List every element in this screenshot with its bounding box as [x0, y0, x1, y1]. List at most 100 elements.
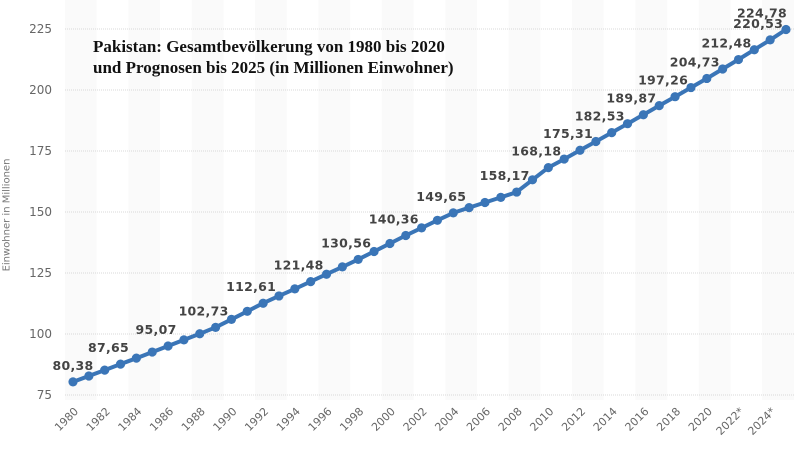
x-tick-label: 2008: [496, 405, 525, 434]
x-tick-label: 2004: [432, 405, 461, 434]
data-label: 130,56: [321, 235, 371, 250]
data-label: 189,87: [606, 91, 656, 106]
column-band: [445, 0, 477, 400]
x-tick-label: 1996: [306, 405, 335, 434]
x-tick-label: 2006: [464, 405, 493, 434]
data-point: [179, 335, 189, 345]
data-label: 220,53: [733, 16, 783, 31]
column-band: [255, 0, 287, 400]
data-label: 168,18: [511, 144, 561, 159]
column-band: [128, 0, 161, 400]
data-label: 212,48: [701, 36, 751, 51]
data-point: [226, 314, 237, 324]
x-tick-label: 2014: [591, 405, 620, 434]
x-tick-label: 2020: [686, 405, 715, 434]
column-band: [381, 0, 414, 400]
data-label: 197,26: [638, 73, 688, 88]
y-tick-label: 100: [29, 327, 52, 341]
data-point: [638, 110, 649, 120]
data-point: [496, 192, 506, 202]
data-point: [211, 322, 221, 332]
data-point: [781, 24, 791, 35]
gridlines: [65, 28, 795, 396]
y-axis-label: Einwohner in Millionen: [1, 158, 13, 272]
x-tick-label: 1986: [147, 405, 176, 434]
data-point: [765, 35, 775, 45]
y-tick-label: 75: [37, 388, 52, 402]
y-tick-label: 150: [29, 205, 52, 219]
data-point: [607, 128, 617, 138]
x-tick-label: 1994: [274, 405, 303, 434]
x-tick-label: 2010: [527, 405, 556, 434]
x-tick-label: 1990: [211, 405, 240, 434]
x-tick-label: 1988: [179, 405, 208, 434]
data-label: 158,17: [480, 168, 530, 183]
x-tick-label: 2000: [369, 405, 398, 434]
data-label: 182,53: [575, 109, 625, 124]
x-axis-ticks: 1980 1982 1984 1986 1988 1990 1992 1994 1996 1998…: [52, 405, 778, 438]
y-tick-label: 175: [29, 144, 52, 158]
x-tick-label: 2024*: [745, 405, 778, 438]
data-point: [527, 175, 538, 185]
data-label: 121,48: [274, 258, 324, 273]
data-point: [369, 246, 379, 257]
x-tick-label: 2022*: [714, 405, 747, 438]
y-axis-ticks: 75 100 125 150 175 200 225: [29, 22, 52, 402]
data-label: 102,73: [179, 303, 229, 318]
x-tick-label: 1992: [242, 405, 271, 434]
data-point: [131, 353, 141, 363]
data-point: [290, 284, 300, 294]
x-tick-label: 2018: [654, 405, 683, 434]
data-point: [432, 215, 443, 225]
x-tick-label: 1984: [116, 405, 145, 434]
data-point: [242, 306, 252, 316]
data-point: [337, 262, 347, 272]
x-tick-label: 2012: [559, 405, 588, 434]
data-label: 175,31: [543, 126, 593, 141]
column-bands: [65, 0, 794, 400]
data-point: [718, 64, 728, 74]
data-point: [115, 359, 126, 369]
data-point: [733, 54, 744, 65]
data-point: [448, 208, 458, 218]
data-point: [512, 187, 522, 197]
data-point: [670, 92, 680, 102]
data-point: [147, 347, 157, 357]
data-point: [195, 329, 205, 339]
data-point: [385, 238, 395, 249]
chart-title-line-2: und Prognosen bis 2025 (in Millionen Ein…: [93, 58, 454, 77]
x-tick-label: 2016: [623, 405, 652, 434]
data-label: 224,78: [737, 6, 787, 21]
data-point: [163, 341, 173, 351]
data-point: [258, 298, 268, 308]
column-band: [65, 0, 97, 400]
data-point: [591, 136, 601, 147]
chart-title-line-1: Pakistan: Gesamtbevölkerung von 1980 bis…: [93, 37, 445, 56]
column-band: [635, 0, 668, 400]
data-point: [321, 269, 332, 279]
data-point: [622, 119, 633, 129]
data-point: [480, 197, 490, 208]
data-label: 149,65: [416, 189, 466, 204]
data-label: 87,65: [88, 340, 129, 355]
data-point: [686, 82, 696, 93]
chart-title: Pakistan: Gesamtbevölkerung von 1980 bis…: [93, 36, 454, 78]
data-point: [353, 254, 363, 265]
column-band: [572, 0, 604, 400]
column-band: [762, 0, 794, 400]
data-point: [68, 377, 78, 387]
y-tick-label: 225: [29, 22, 52, 36]
column-band: [508, 0, 541, 400]
series-line: [71, 27, 788, 384]
data-label: 80,38: [52, 358, 93, 373]
data-point: [100, 365, 110, 375]
data-point: [654, 101, 664, 111]
data-point: [274, 291, 284, 301]
data-label: 95,07: [136, 322, 177, 337]
y-tick-label: 200: [29, 83, 52, 97]
data-point: [416, 223, 427, 233]
data-point: [559, 154, 569, 164]
data-label: 204,73: [670, 54, 720, 69]
